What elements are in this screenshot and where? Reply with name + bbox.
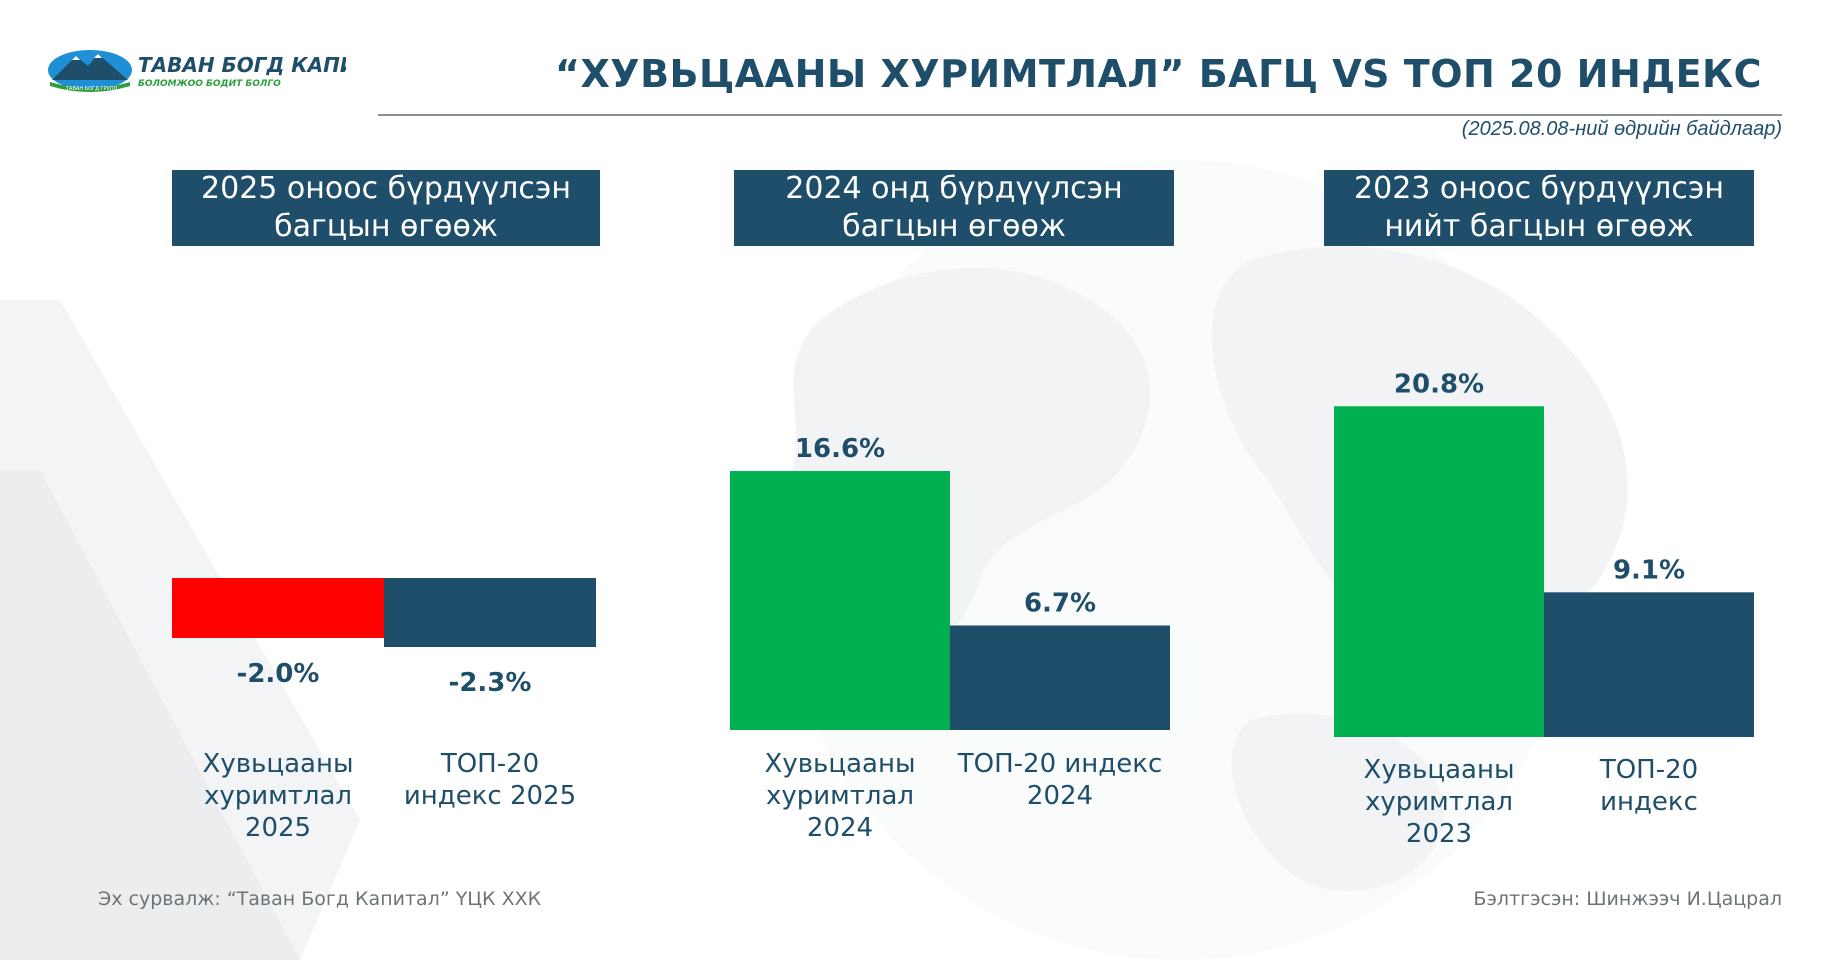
category-label: Хувьцааны xyxy=(1364,755,1515,785)
panel-title-line: 2023 оноос бүрдүүлсэн xyxy=(1354,171,1724,206)
bar-2-2 xyxy=(950,625,1170,730)
source-note: Эх сурвалж: “Таван Богд Капитал” ҮЦК ХХК xyxy=(98,888,542,910)
panel-title-line: 2025 оноос бүрдүүлсэн xyxy=(201,171,571,206)
data-label: 9.1% xyxy=(1613,555,1685,585)
bar-3-1 xyxy=(1334,406,1544,737)
panel-title-2023: 2023 оноос бүрдүүлсэн нийт багцын өгөөж xyxy=(1324,170,1754,246)
logo-subtext: БОЛОМЖОО БОДИТ БОЛГО xyxy=(138,79,281,89)
panel-title-line: нийт багцын өгөөж xyxy=(1384,209,1694,244)
category-label: Хувьцааны xyxy=(765,749,916,779)
category-label: индекс xyxy=(1600,787,1698,817)
bar-3-2 xyxy=(1544,592,1754,737)
category-label: 2023 xyxy=(1406,819,1472,849)
category-label: 2025 xyxy=(245,813,311,843)
category-label: хуримтлал xyxy=(204,781,352,811)
category-label: индекс 2025 xyxy=(404,781,576,811)
title-divider xyxy=(378,114,1782,116)
data-label: 6.7% xyxy=(1024,588,1096,618)
panel-title-line: багцын өгөөж xyxy=(274,209,498,244)
panel-title-line: 2024 онд бүрдүүлсэн xyxy=(785,171,1123,206)
page-title: “ХУВЬЦААНЫ ХУРИМТЛАЛ” БАГЦ VS ТОП 20 ИНД… xyxy=(555,52,1762,96)
category-label: хуримтлал xyxy=(766,781,914,811)
logo-tag: ТАВАН БОГД ГРУПП xyxy=(65,86,117,92)
panel-title-2024: 2024 онд бүрдүүлсэн багцын өгөөж xyxy=(734,170,1174,246)
data-label: -2.0% xyxy=(237,659,320,689)
bar-2-1 xyxy=(730,471,950,730)
category-label: 2024 xyxy=(807,813,873,843)
prepared-by-note: Бэлтгэсэн: Шинжээч И.Цацрал xyxy=(1473,888,1782,910)
category-label: хуримтлал xyxy=(1365,787,1513,817)
bar-1-1 xyxy=(172,578,384,638)
data-label: -2.3% xyxy=(449,668,532,698)
data-label: 20.8% xyxy=(1394,369,1484,399)
category-label: Хувьцааны xyxy=(203,749,354,779)
data-label: 16.6% xyxy=(795,434,885,464)
category-label: ТОП-20 xyxy=(440,749,539,779)
category-label: ТОП-20 xyxy=(1599,755,1698,785)
bar-1-2 xyxy=(384,578,596,647)
category-label: ТОП-20 индекс xyxy=(957,749,1163,779)
panel-title-line: багцын өгөөж xyxy=(842,209,1066,244)
as-of-date: (2025.08.08-ний өдрийн байдлаар) xyxy=(1461,118,1782,140)
panel-title-2025: 2025 оноос бүрдүүлсэн багцын өгөөж xyxy=(172,170,600,246)
category-label: 2024 xyxy=(1027,781,1093,811)
